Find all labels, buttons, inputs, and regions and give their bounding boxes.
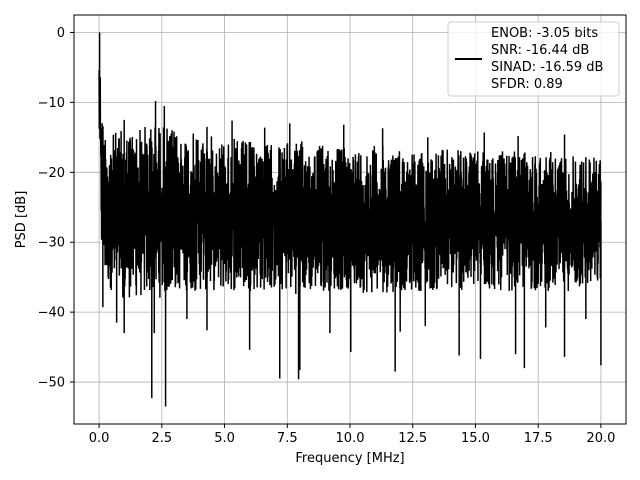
y-tick-label: −20 (38, 166, 65, 181)
x-tick-label: 2.5 (151, 431, 172, 446)
x-tick-label: 20.0 (586, 431, 615, 446)
y-tick-label: −40 (38, 306, 65, 321)
x-tick-label: 15.0 (461, 431, 490, 446)
y-tick-label: −10 (38, 96, 65, 111)
x-tick-label: 12.5 (398, 431, 427, 446)
x-axis-label: Frequency [MHz] (295, 451, 404, 466)
legend-enob: ENOB: -3.05 bits (491, 26, 598, 41)
series-layer (98, 32, 602, 407)
legend: ENOB: -3.05 bits SNR: -16.44 dB SINAD: -… (447, 21, 620, 97)
x-tick-label: 0.0 (89, 431, 110, 446)
legend-sfdr: SFDR: 0.89 (491, 77, 563, 92)
y-axis-ticks: 0 −10 −20 −30 −40 −50 (38, 26, 74, 391)
y-tick-label: −30 (38, 236, 65, 251)
y-tick-label: 0 (57, 26, 65, 41)
y-tick-label: −50 (38, 376, 65, 391)
x-tick-label: 5.0 (214, 431, 235, 446)
x-axis-ticks: 0.0 2.5 5.0 7.5 10.0 12.5 15.0 17.5 20.0 (89, 424, 615, 446)
y-axis-label: PSD [dB] (14, 191, 29, 249)
legend-sinad: SINAD: -16.59 dB (491, 60, 603, 75)
x-tick-label: 10.0 (336, 431, 365, 446)
x-tick-label: 17.5 (524, 431, 553, 446)
psd-trace (98, 70, 602, 298)
legend-snr: SNR: -16.44 dB (491, 43, 589, 58)
legend-box (447, 21, 620, 97)
x-tick-label: 7.5 (277, 431, 298, 446)
